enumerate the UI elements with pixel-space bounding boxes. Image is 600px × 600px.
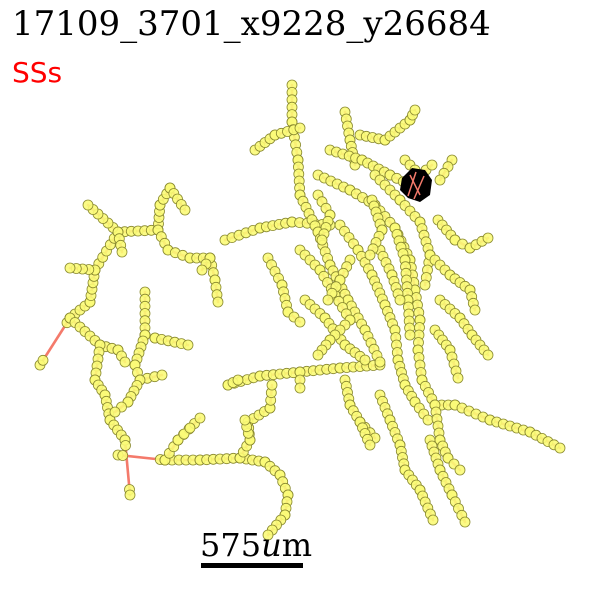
trace-node [454, 464, 466, 476]
trace-node [294, 382, 306, 394]
trace-node [156, 369, 168, 381]
trace-node [312, 349, 324, 361]
scale-bar [201, 563, 303, 568]
trace-node [469, 304, 481, 316]
trace-node [482, 232, 494, 244]
trace-node [409, 104, 421, 116]
soma-edge [409, 174, 421, 196]
trace-node [109, 406, 121, 418]
scale-unit-m: m [281, 526, 313, 564]
trace-node [419, 279, 431, 291]
trace-node [182, 339, 194, 351]
trace-node [322, 294, 334, 306]
trace-node [196, 264, 208, 276]
soma-edge [407, 171, 417, 197]
trace-node [294, 316, 306, 328]
trace-node [374, 356, 386, 368]
scale-unit-mu: u [261, 526, 282, 564]
trace-node [426, 159, 438, 171]
trace-node [452, 372, 464, 384]
trace-node [124, 489, 136, 501]
trace-node [364, 439, 376, 451]
trace-node [239, 414, 251, 426]
trace-node [427, 514, 439, 526]
scale-value: 575 [200, 526, 262, 564]
trace-node [194, 412, 206, 424]
trace-node [294, 122, 306, 134]
trace-node [116, 246, 128, 258]
trace-node [394, 294, 406, 306]
trace-node [184, 422, 196, 434]
soma-marker [400, 168, 432, 202]
trace-node [459, 516, 471, 528]
scale-bar-label: 575um [200, 526, 313, 564]
trace-nodes [34, 79, 566, 541]
trace-node [404, 329, 416, 341]
trace-node [179, 204, 191, 216]
trace-node [359, 354, 371, 366]
trace-node [316, 234, 328, 246]
image-title: 17109_3701_x9228_y26684 [12, 4, 491, 44]
trace-node [82, 199, 94, 211]
trace-node [232, 374, 244, 386]
region-label: SSs [12, 56, 63, 89]
trace-node [37, 354, 49, 366]
trace-node [212, 296, 224, 308]
trace-node [262, 529, 274, 541]
soma-edge [413, 175, 425, 200]
trace-node [482, 349, 494, 361]
trace-node [364, 249, 376, 261]
trace-node [266, 379, 278, 391]
trace-node [117, 450, 129, 461]
trace-node [434, 174, 446, 186]
trace-node [422, 414, 434, 426]
trace-node [64, 262, 76, 274]
trace-node [120, 440, 131, 451]
trace-node [554, 442, 566, 454]
trace-node [119, 356, 131, 368]
